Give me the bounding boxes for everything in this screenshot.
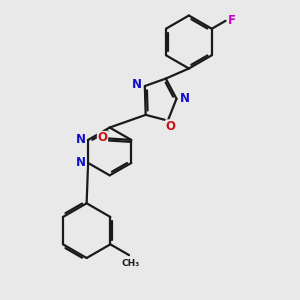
Text: CH₃: CH₃ (122, 260, 140, 268)
Text: O: O (98, 131, 107, 144)
Text: N: N (180, 92, 190, 105)
Text: N: N (132, 78, 142, 91)
Text: F: F (228, 14, 236, 27)
Text: N: N (76, 157, 86, 169)
Text: N: N (76, 134, 86, 146)
Text: O: O (166, 120, 176, 133)
